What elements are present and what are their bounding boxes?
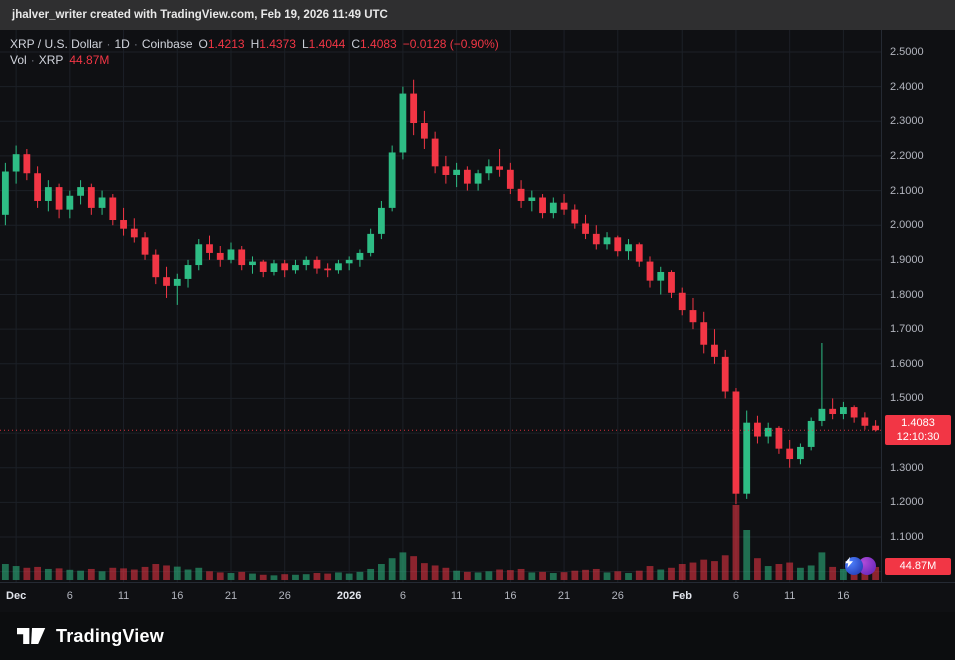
time-axis-label: 26 (611, 590, 624, 602)
price-axis-label: 1.1000 (890, 531, 924, 543)
high-value: 1.4373 (259, 37, 296, 51)
time-axis-label: 26 (278, 590, 291, 602)
price-axis-label: 2.1000 (890, 184, 924, 197)
tradingview-logo-icon[interactable] (17, 624, 47, 648)
exchange-label: Coinbase (141, 37, 193, 51)
time-axis-label: 16 (504, 590, 517, 602)
price-axis-label: 1.3000 (890, 461, 924, 474)
chart-legend: XRP / U.S. Dollar · 1D · Coinbase O1.4213 H1.4… (10, 36, 499, 68)
high-letter: H (250, 37, 260, 51)
bar-countdown: 12:10:30 (896, 431, 940, 444)
price-axis-label: 2.5000 (890, 46, 924, 58)
price-axis[interactable]: 1.1000 1.2000 1.3000 1.5000 1.6000 1.7000 1.80… (881, 30, 955, 582)
close-letter: C (351, 37, 361, 51)
price-axis-label: 1.2000 (890, 496, 924, 509)
legend-volume-row: Vol · XRP 44.87M (10, 52, 499, 68)
low-letter: L (301, 37, 309, 51)
time-axis-label: 16 (837, 590, 850, 602)
chart-container: XRP / U.S. Dollar · 1D · Coinbase O1.4213 H1.4… (0, 30, 955, 612)
legend-separator: · (30, 53, 35, 67)
time-axis-label: 16 (171, 590, 184, 602)
candlestick-chart-canvas[interactable] (0, 30, 881, 582)
time-axis-label: 11 (117, 590, 130, 602)
volume-label[interactable]: Vol (10, 53, 27, 67)
price-axis-label: 2.4000 (890, 80, 924, 93)
time-axis-label: 6 (732, 590, 740, 602)
time-axis-label: 2026 (336, 590, 362, 602)
price-axis-label: 1.9000 (890, 253, 924, 266)
time-axis-label: 11 (783, 590, 796, 602)
attribution-text: jhalver_writer created with TradingView.… (12, 9, 388, 21)
legend-symbol-row: XRP / U.S. Dollar · 1D · Coinbase O1.4213 H1.4… (10, 36, 499, 52)
attribution-bar: jhalver_writer created with TradingView.… (0, 0, 955, 30)
symbol-title[interactable]: XRP / U.S. Dollar (10, 37, 103, 51)
price-axis-label: 1.5000 (890, 392, 924, 405)
legend-separator: · (133, 37, 138, 51)
time-axis-label: 21 (557, 590, 571, 602)
volume-bars (1, 505, 880, 580)
grid-lines (0, 30, 881, 582)
open-letter: O (198, 37, 208, 51)
time-axis[interactable]: Dec 6 11 16 21 26 2026 6 11 16 21 26 Feb 6 11 16 (0, 582, 955, 612)
time-axis-label: 11 (450, 590, 463, 602)
last-price-value: 1.4083 (901, 417, 935, 430)
change-value: −0.0128 (−0.90%) (402, 37, 499, 51)
price-axis-label: 2.3000 (890, 115, 924, 128)
tradingview-wordmark[interactable]: TradingView (56, 625, 164, 646)
time-axis-label: 6 (66, 590, 73, 602)
time-axis-label: 21 (224, 590, 238, 602)
time-axis-label: Feb (672, 590, 693, 602)
low-value: 1.4044 (308, 37, 346, 51)
last-price-label: 1.4083 12:10:30 (885, 415, 951, 446)
boost-lightning-icon[interactable] (845, 557, 863, 575)
legend-separator: · (106, 37, 111, 51)
price-axis-label: 2.2000 (890, 149, 924, 162)
price-axis-label: 1.7000 (890, 323, 924, 336)
volume-symbol: XRP (38, 53, 64, 67)
price-axis-label: 1.6000 (890, 357, 924, 370)
volume-axis-label: 44.87M (885, 558, 951, 575)
interval-label[interactable]: 1D (114, 37, 130, 51)
reaction-badges[interactable] (845, 557, 876, 575)
price-chart-plot[interactable]: XRP / U.S. Dollar · 1D · Coinbase O1.4213 H1.4… (0, 30, 881, 582)
time-axis-label: 6 (399, 590, 406, 602)
price-axis-label: 1.8000 (890, 288, 924, 301)
footer-bar: TradingView (0, 612, 955, 660)
open-value: 1.4213 (207, 37, 245, 51)
price-axis-label: 2.0000 (890, 219, 924, 232)
volume-value: 44.87M (69, 53, 110, 67)
time-axis-label: Dec (6, 590, 27, 602)
close-value: 1.4083 (360, 37, 397, 51)
candles-layer (1, 79, 880, 505)
